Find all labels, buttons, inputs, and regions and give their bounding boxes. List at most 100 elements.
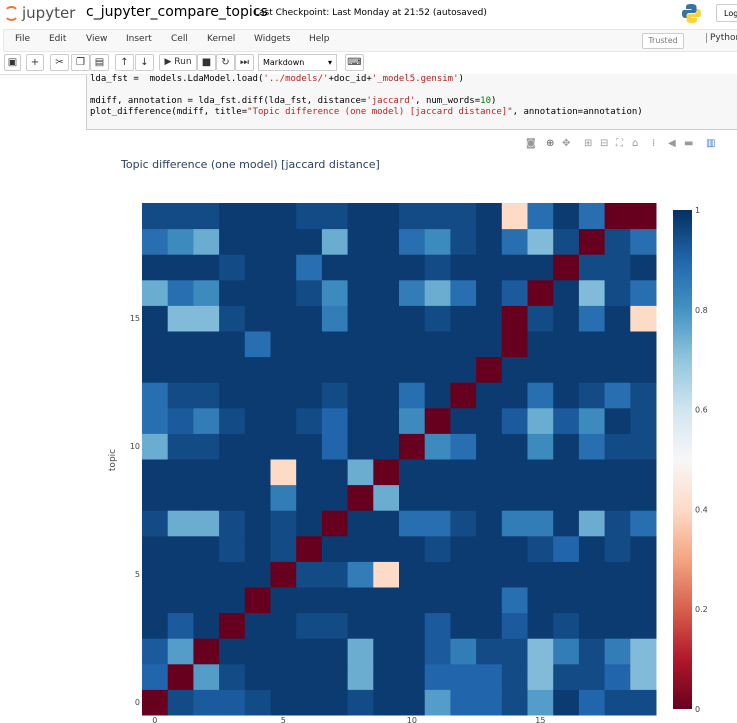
- heatmap-cell[interactable]: [476, 510, 503, 537]
- heatmap-cell[interactable]: [501, 612, 528, 639]
- heatmap-cell[interactable]: [142, 203, 169, 230]
- heatmap-cell[interactable]: [270, 638, 297, 665]
- heatmap-cell[interactable]: [321, 382, 349, 409]
- heatmap-cell[interactable]: [630, 331, 657, 358]
- heatmap-cell[interactable]: [270, 254, 297, 281]
- heatmap-cell[interactable]: [424, 228, 451, 255]
- heatmap-cell[interactable]: [219, 484, 246, 511]
- heatmap-cell[interactable]: [553, 535, 580, 562]
- heatmap-cell[interactable]: [373, 331, 400, 358]
- heatmap-cell[interactable]: [270, 663, 297, 690]
- heatmap-cell[interactable]: [219, 279, 246, 306]
- heatmap-cell[interactable]: [244, 587, 271, 614]
- heatmap-cell[interactable]: [373, 561, 400, 588]
- menu-kernel[interactable]: Kernel: [207, 34, 236, 44]
- heatmap-cell[interactable]: [604, 638, 631, 665]
- heatmap-cell[interactable]: [578, 561, 606, 588]
- heatmap-cell[interactable]: [142, 535, 169, 562]
- heatmap-cell[interactable]: [373, 587, 400, 614]
- heatmap-cell[interactable]: [527, 561, 554, 588]
- heatmap-cell[interactable]: [476, 638, 503, 665]
- heatmap-cell[interactable]: [604, 407, 631, 434]
- heatmap-cell[interactable]: [604, 612, 631, 639]
- heatmap-cell[interactable]: [296, 535, 323, 562]
- cell-type-select[interactable]: Markdown ▾: [258, 54, 337, 71]
- heatmap-cell[interactable]: [347, 484, 374, 511]
- heatmap-cell[interactable]: [450, 382, 477, 409]
- heatmap-cell[interactable]: [604, 305, 631, 332]
- heatmap-cell[interactable]: [476, 382, 503, 409]
- heatmap-cell[interactable]: [501, 459, 528, 486]
- heatmap-cell[interactable]: [578, 663, 606, 690]
- heatmap-cell[interactable]: [347, 331, 374, 358]
- heatmap-cell[interactable]: [501, 407, 528, 434]
- heatmap-cell[interactable]: [450, 459, 477, 486]
- heatmap-cell[interactable]: [527, 254, 554, 281]
- heatmap-cell[interactable]: [553, 331, 580, 358]
- heatmap-cell[interactable]: [527, 433, 554, 460]
- heatmap-cell[interactable]: [476, 561, 503, 588]
- heatmap-cell[interactable]: [424, 663, 451, 690]
- heatmap-cell[interactable]: [450, 331, 477, 358]
- heatmap-cell[interactable]: [553, 663, 580, 690]
- heatmap-cell[interactable]: [296, 356, 323, 383]
- heatmap-cell[interactable]: [553, 433, 580, 460]
- heatmap-cell[interactable]: [244, 382, 271, 409]
- heatmap-cell[interactable]: [296, 254, 323, 281]
- heatmap-cell[interactable]: [553, 484, 580, 511]
- menu-insert[interactable]: Insert: [126, 34, 152, 44]
- heatmap-cell[interactable]: [399, 638, 426, 665]
- heatmap-cell[interactable]: [219, 459, 246, 486]
- heatmap-cell[interactable]: [450, 279, 477, 306]
- heatmap-cell[interactable]: [450, 228, 477, 255]
- heatmap-cell[interactable]: [399, 561, 426, 588]
- heatmap-cell[interactable]: [270, 279, 297, 306]
- heatmap-cell[interactable]: [501, 331, 528, 358]
- heatmap-cell[interactable]: [630, 433, 657, 460]
- heatmap-cell[interactable]: [167, 279, 194, 306]
- heatmap-cell[interactable]: [347, 535, 374, 562]
- heatmap-cell[interactable]: [553, 587, 580, 614]
- heatmap-cell[interactable]: [321, 433, 349, 460]
- heatmap-cell[interactable]: [167, 587, 194, 614]
- heatmap-cell[interactable]: [578, 433, 606, 460]
- heatmap-cell[interactable]: [553, 382, 580, 409]
- heatmap-cell[interactable]: [399, 689, 426, 716]
- heatmap-cell[interactable]: [424, 254, 451, 281]
- heatmap-cell[interactable]: [604, 433, 631, 460]
- heatmap-cell[interactable]: [193, 587, 220, 614]
- heatmap-cell[interactable]: [399, 356, 426, 383]
- heatmap-cell[interactable]: [167, 689, 194, 716]
- heatmap-cell[interactable]: [244, 484, 271, 511]
- heatmap-cell[interactable]: [167, 612, 194, 639]
- heatmap-cell[interactable]: [399, 279, 426, 306]
- heatmap-cell[interactable]: [167, 407, 194, 434]
- heatmap-cell[interactable]: [373, 203, 400, 230]
- heatmap-cell[interactable]: [476, 331, 503, 358]
- heatmap-cell[interactable]: [527, 279, 554, 306]
- heatmap-cell[interactable]: [167, 484, 194, 511]
- heatmap-cell[interactable]: [501, 279, 528, 306]
- heatmap-cell[interactable]: [424, 279, 451, 306]
- heatmap-cell[interactable]: [501, 689, 528, 716]
- heatmap-cell[interactable]: [527, 510, 554, 537]
- heatmap-cell[interactable]: [193, 484, 220, 511]
- heatmap-cell[interactable]: [296, 587, 323, 614]
- heatmap-cell[interactable]: [424, 535, 451, 562]
- heatmap-cell[interactable]: [630, 587, 657, 614]
- move-up-button[interactable]: ↑: [115, 54, 134, 71]
- heatmap-cell[interactable]: [630, 254, 657, 281]
- heatmap-cell[interactable]: [501, 510, 528, 537]
- heatmap-cell[interactable]: [553, 510, 580, 537]
- heatmap-cell[interactable]: [142, 612, 169, 639]
- heatmap-cell[interactable]: [167, 510, 194, 537]
- heatmap-cell[interactable]: [553, 254, 580, 281]
- heatmap-cell[interactable]: [604, 663, 631, 690]
- heatmap-cell[interactable]: [399, 433, 426, 460]
- heatmap-cell[interactable]: [142, 638, 169, 665]
- heatmap-cell[interactable]: [630, 689, 657, 716]
- heatmap-cell[interactable]: [476, 459, 503, 486]
- heatmap-cell[interactable]: [527, 587, 554, 614]
- heatmap-cell[interactable]: [476, 228, 503, 255]
- heatmap-cell[interactable]: [244, 510, 271, 537]
